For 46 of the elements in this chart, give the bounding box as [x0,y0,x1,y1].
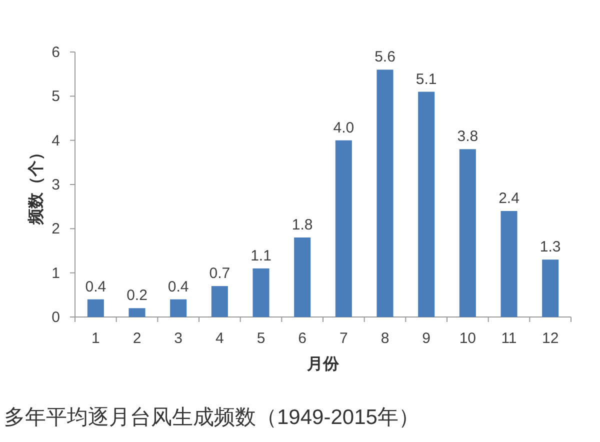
bar [500,211,518,317]
data-label: 2.4 [498,190,520,207]
y-tick-label: 0 [52,309,60,326]
data-label: 5.6 [374,48,396,66]
bar [418,92,435,317]
x-tick-label: 7 [339,330,348,347]
x-tick-label: 5 [256,330,266,347]
y-axis-title: 频数（个） [27,144,45,226]
x-tick-label: 3 [174,330,183,347]
y-tick-label: 5 [52,88,60,106]
data-label: 3.8 [457,128,478,146]
data-label: 1.3 [540,238,561,256]
y-tick-label: 3 [52,176,60,194]
x-tick-label: 4 [215,330,224,347]
x-tick-label: 12 [542,330,559,347]
x-tick-label: 9 [422,330,431,347]
data-label: 0.4 [85,278,106,296]
bar [376,70,394,317]
data-label: 1.8 [292,216,313,234]
bar [542,260,559,317]
data-label: 5.1 [416,70,437,88]
y-tick-label: 2 [52,220,60,238]
bar [128,308,146,317]
bar [459,149,476,317]
x-tick-label: 10 [459,330,476,347]
y-tick-label: 4 [52,132,60,150]
bar [294,238,311,317]
x-tick-label: 6 [298,330,307,347]
x-tick-label: 2 [132,330,142,347]
x-axis-title: 月份 [306,355,340,373]
x-tick-label: 1 [91,330,100,347]
bar [211,286,228,317]
bar [335,140,352,317]
bar [87,299,104,317]
data-label: 0.7 [209,265,230,282]
x-tick-label: 8 [380,330,390,347]
data-label: 0.2 [126,287,148,304]
x-tick-label: 11 [501,330,517,347]
data-label: 4.0 [333,119,354,136]
y-tick-label: 1 [52,264,60,282]
y-tick-label: 6 [52,44,60,61]
data-label: 0.4 [168,278,189,296]
data-label: 1.1 [250,247,272,264]
bar [252,268,270,317]
text: 多年平均逐月台风生成频数（1949-2015年） [4,406,420,429]
bar [170,299,187,317]
